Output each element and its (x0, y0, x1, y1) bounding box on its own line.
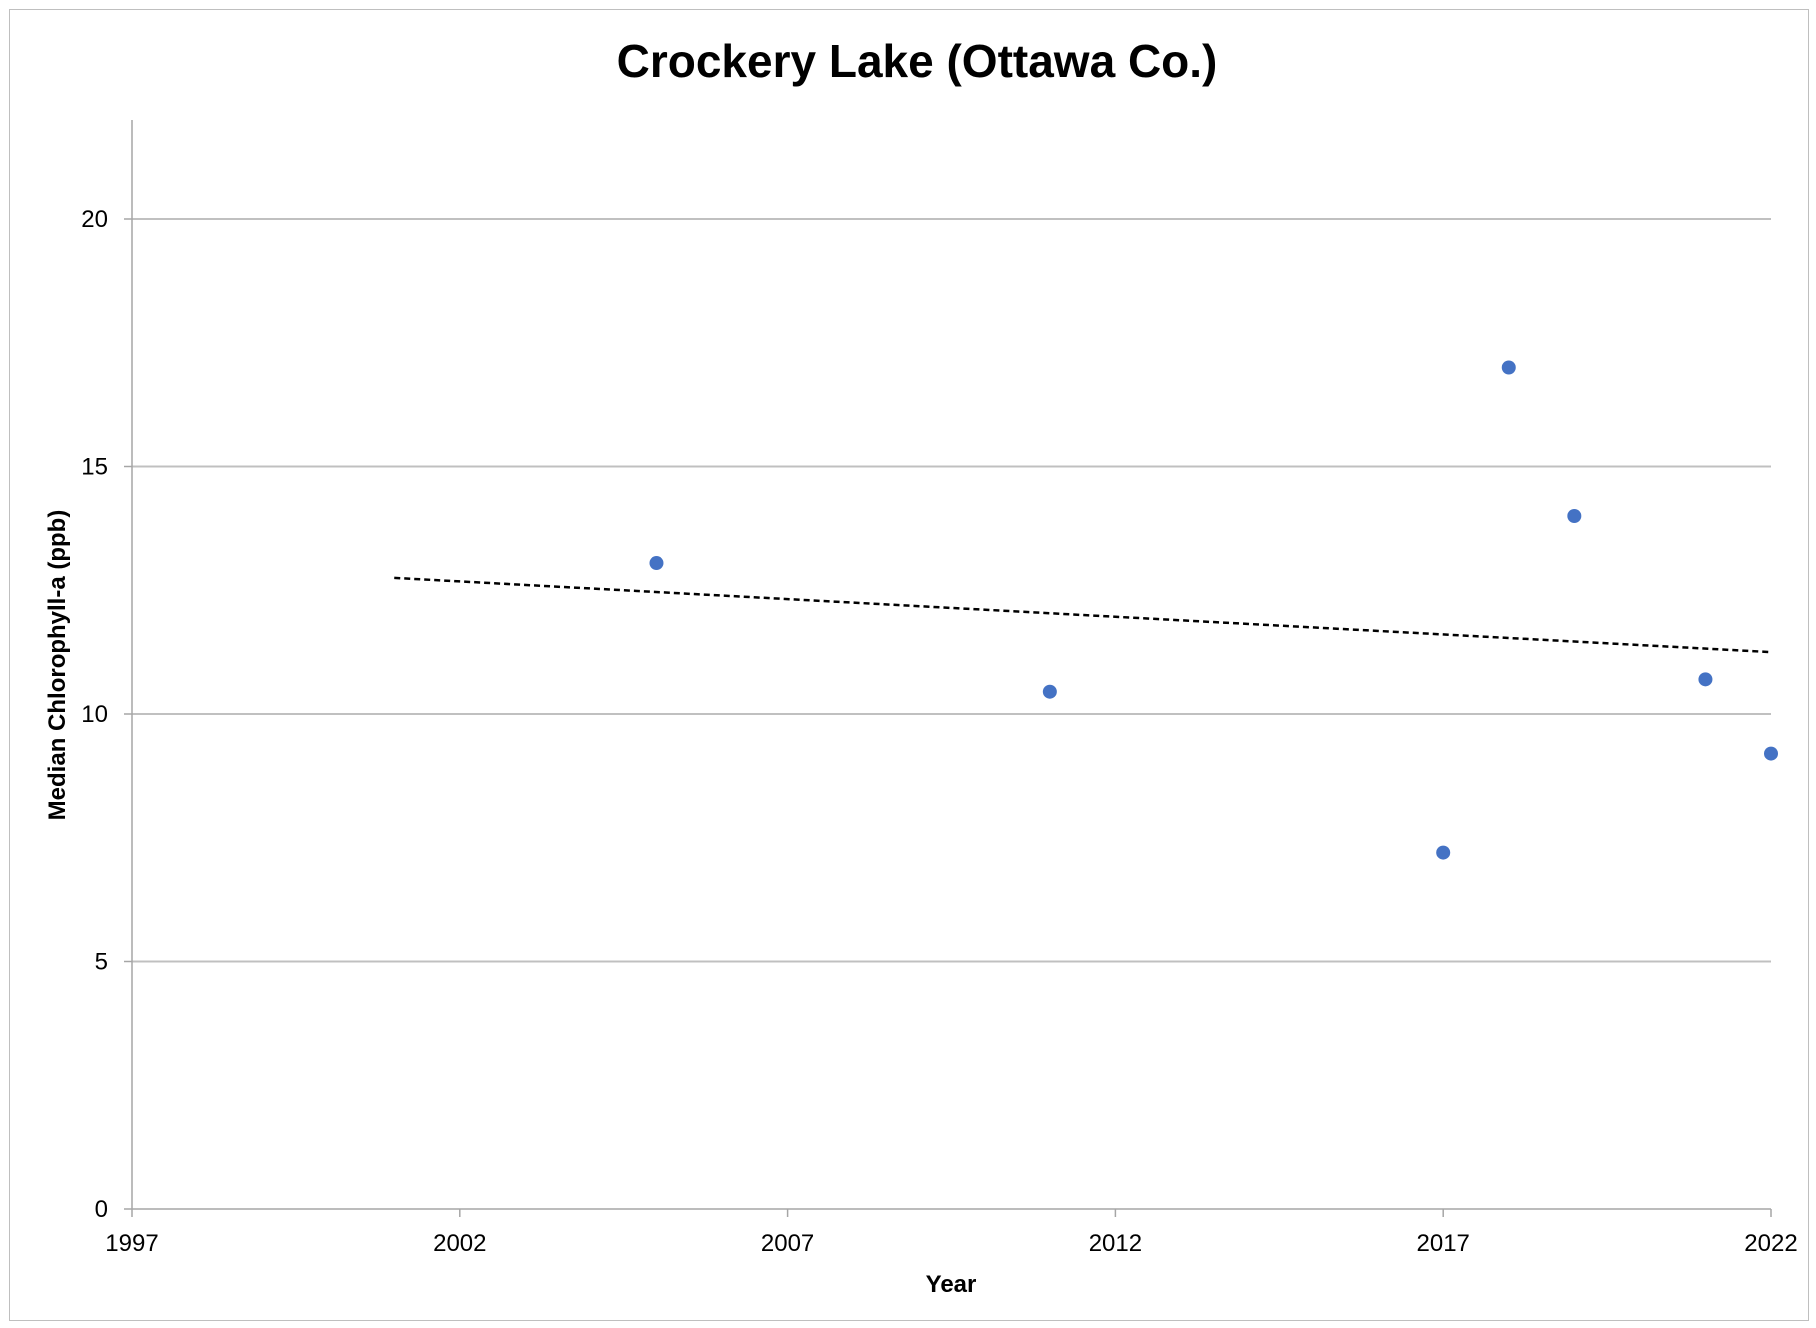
data-points (649, 360, 1778, 860)
x-tick-label: 2007 (761, 1230, 814, 1257)
trendline (394, 576, 1772, 654)
y-axis-title: Median Chlorophyll-a (ppb) (44, 510, 71, 821)
y-tick-label: 5 (95, 949, 108, 976)
data-point (1698, 672, 1713, 687)
data-point (1042, 684, 1057, 699)
x-tick-label: 2012 (1089, 1230, 1142, 1257)
x-axis-title: Year (926, 1271, 977, 1298)
chart-title: Crockery Lake (Ottawa Co.) (617, 35, 1218, 87)
y-tick-label: 15 (81, 454, 108, 481)
data-point (1764, 746, 1778, 761)
data-point (1501, 360, 1516, 375)
tick-labels: 0 5 10 15 20 1997 2002 2007 2012 2017 2022 (81, 206, 1797, 1257)
y-tick-label: 20 (81, 206, 108, 233)
x-tick-label: 2017 (1417, 1230, 1470, 1257)
x-tick-label: 2002 (433, 1230, 486, 1257)
trendline-group (394, 576, 1772, 654)
y-tick-label: 10 (81, 701, 108, 728)
axes (124, 120, 1772, 1217)
gridlines (132, 218, 1771, 963)
data-point (1436, 845, 1451, 860)
data-point (1567, 509, 1582, 523)
data-point (649, 556, 664, 571)
chart-frame (9, 9, 1809, 1321)
x-tick-label: 1997 (105, 1230, 158, 1257)
y-tick-label: 0 (95, 1196, 108, 1223)
x-tick-label: 2022 (1744, 1230, 1797, 1257)
